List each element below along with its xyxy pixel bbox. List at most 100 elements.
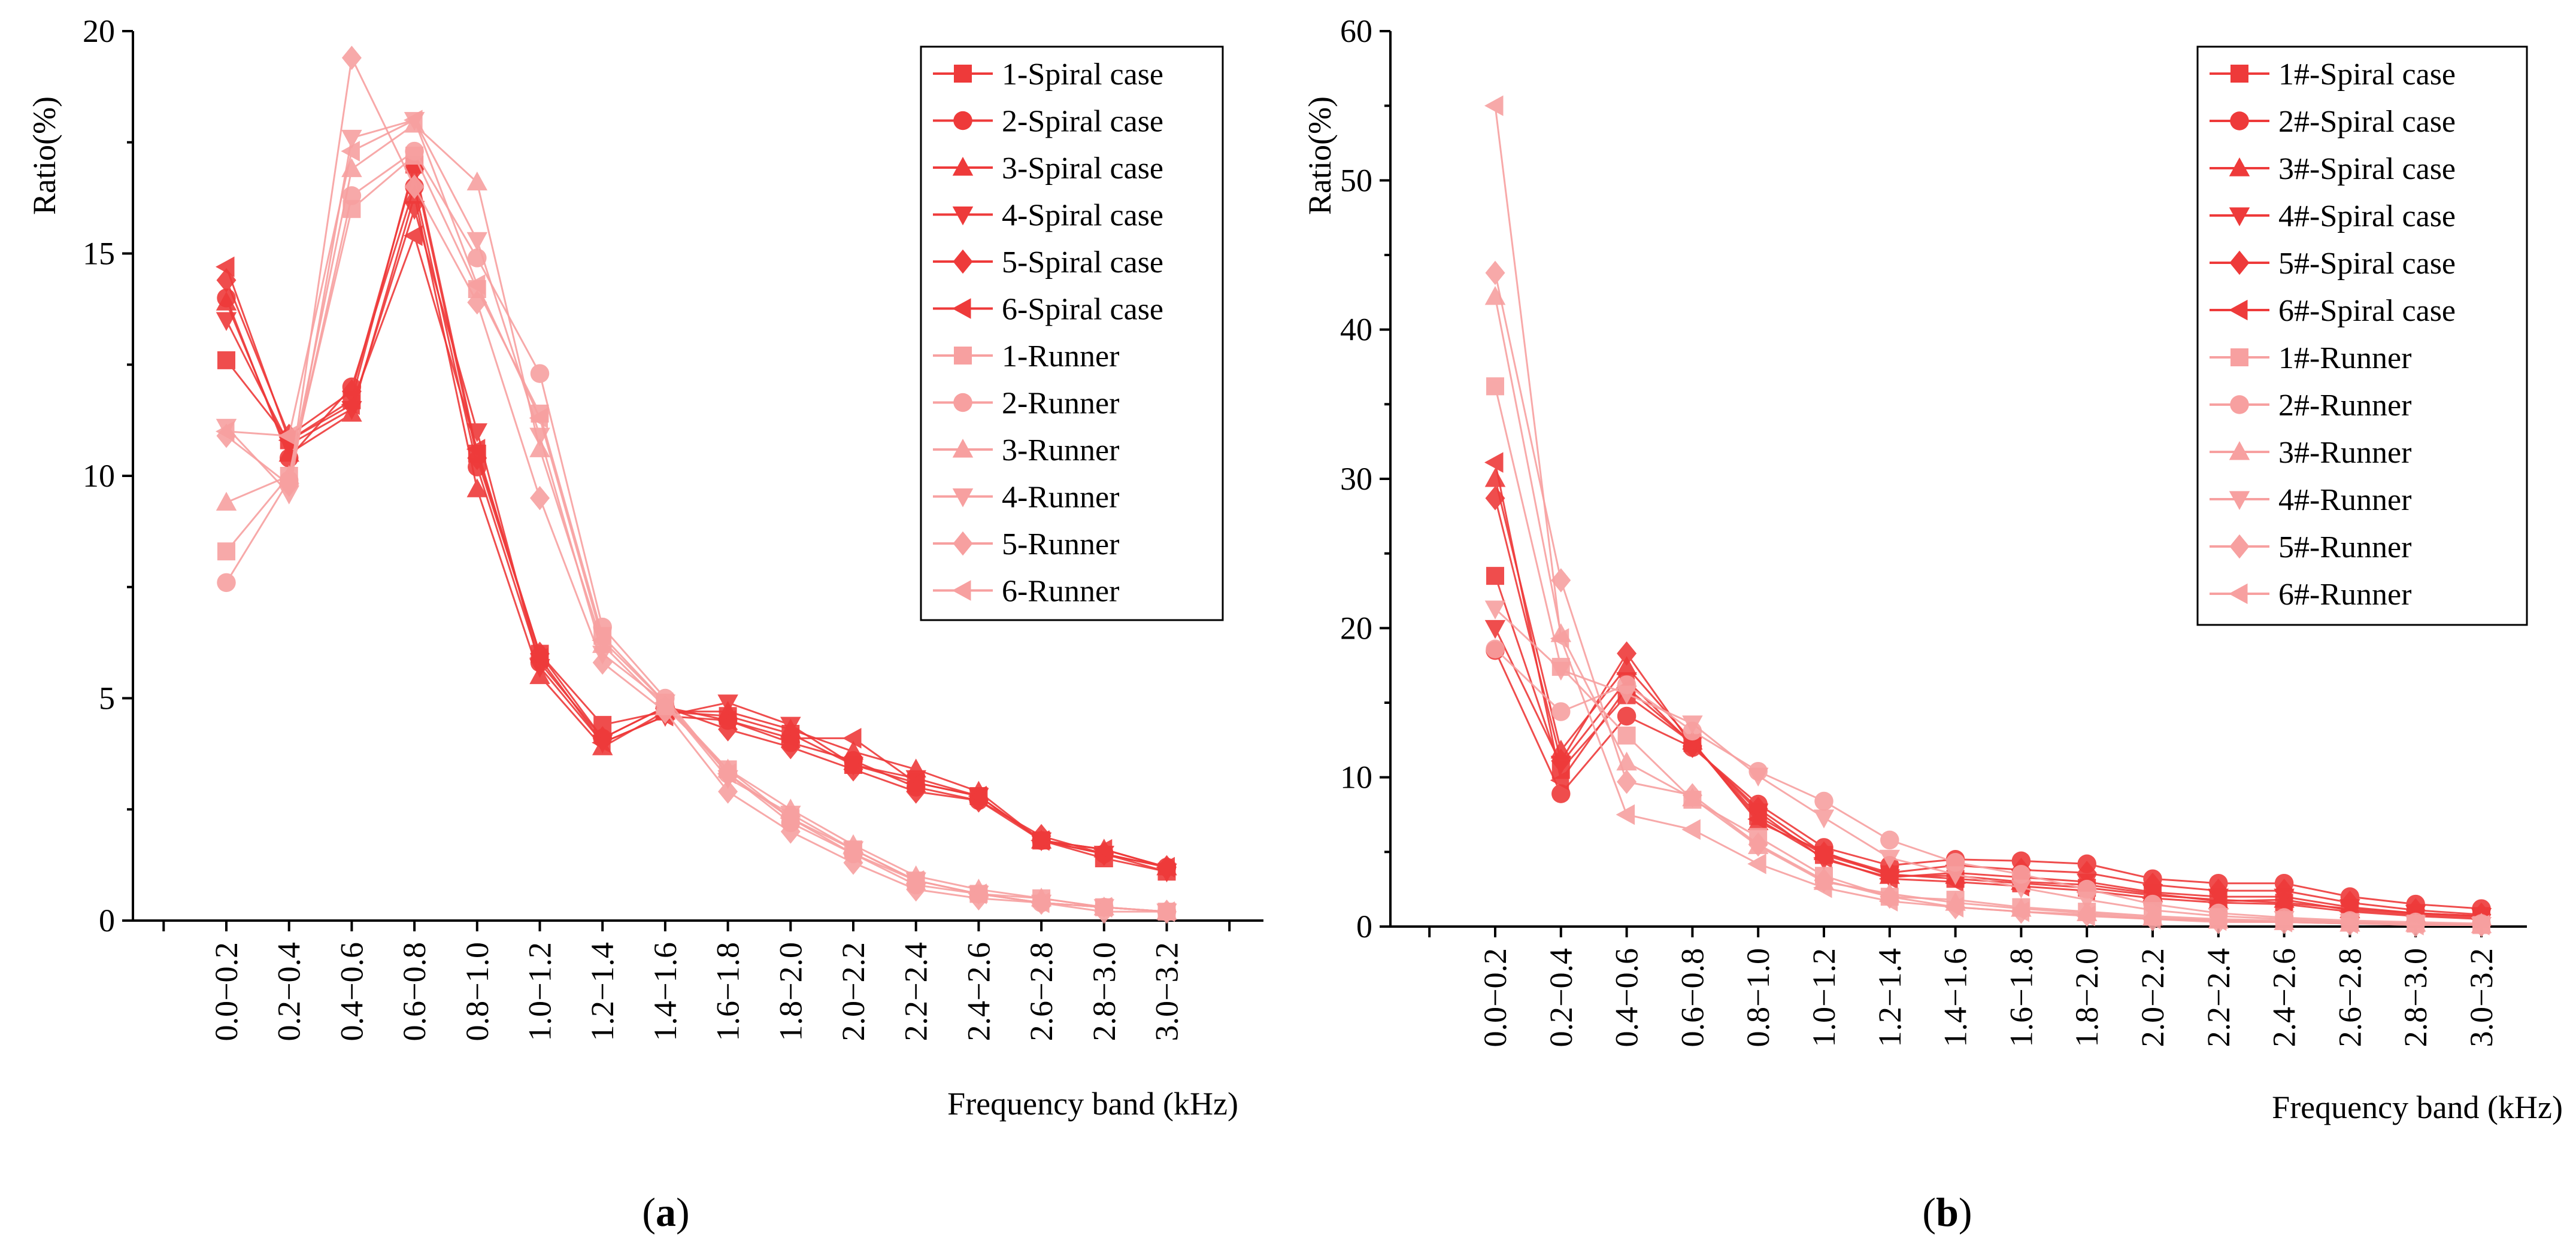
a-data-point <box>466 423 488 442</box>
a-data-point <box>1031 830 1050 851</box>
a-x-tick-label: 1.8−2.0 <box>772 942 808 1041</box>
b-data-point <box>1617 706 1636 726</box>
b-legend-marker <box>2229 157 2250 177</box>
b-legend-entry: 3#-Runner <box>2278 436 2411 470</box>
a-data-point <box>217 542 235 561</box>
a-legend-entry: 1-Spiral case <box>1002 57 1163 92</box>
a-data-point <box>404 201 425 220</box>
a-data-point <box>466 274 486 295</box>
b-data-point <box>2011 879 2032 899</box>
b-y-tick-label: 50 <box>1340 162 1372 198</box>
a-legend-entry: 1-Runner <box>1002 339 1119 373</box>
a-data-point <box>404 225 423 247</box>
a-y-tick-label: 10 <box>83 458 115 494</box>
b-legend-marker <box>2229 250 2250 275</box>
b-x-tick-label: 2.6−2.8 <box>2332 948 2368 1047</box>
a-data-point <box>341 45 362 70</box>
a-x-tick-label: 3.0−3.2 <box>1149 942 1185 1041</box>
b-x-tick-label: 1.6−1.8 <box>2003 948 2039 1047</box>
b-data-point <box>1550 770 1569 791</box>
a-x-tick-label: 1.0−1.2 <box>522 942 558 1041</box>
a-data-point <box>593 716 612 734</box>
b-data-point <box>1814 791 1833 811</box>
b-x-tick-label: 2.2−2.4 <box>2201 948 2236 1047</box>
a-data-point <box>466 439 486 460</box>
b-data-point <box>1616 685 1637 705</box>
a-legend-marker <box>953 531 973 556</box>
b-legend-entry: 1#-Spiral case <box>2278 57 2456 92</box>
a-data-point <box>592 732 611 754</box>
b-y-tick-label: 10 <box>1340 760 1372 795</box>
b-x-axis-title: Frequency band (kHz) <box>2272 1089 2563 1125</box>
a-legend-marker <box>953 249 973 274</box>
b-data-point <box>1747 767 1769 787</box>
a-data-point <box>466 478 488 497</box>
a-data-point <box>1031 892 1050 913</box>
a-x-tick-label: 1.2−1.4 <box>584 942 620 1041</box>
a-x-tick-label: 2.6−2.8 <box>1023 942 1059 1041</box>
a-data-point <box>216 312 237 331</box>
b-data-point <box>1551 568 1571 593</box>
a-x-tick-label: 0.4−0.6 <box>334 942 369 1041</box>
a-data-point <box>905 870 925 891</box>
a-data-point <box>530 364 550 383</box>
b-data-point <box>1747 809 1766 830</box>
b-y-tick-label: 0 <box>1356 909 1372 945</box>
a-data-point <box>780 728 799 749</box>
b-legend-entry: 2#-Spiral case <box>2278 105 2456 139</box>
a-data-point <box>842 843 862 864</box>
a-data-point <box>780 807 799 829</box>
b-legend-marker <box>2229 441 2250 460</box>
a-data-point <box>1156 901 1175 922</box>
a-legend-entry: 4-Spiral case <box>1002 199 1163 233</box>
b-x-tick-label: 0.6−0.8 <box>1674 948 1710 1047</box>
b-y-axis-title: Ratio(%) <box>1302 96 1338 215</box>
a-legend-entry: 2-Runner <box>1002 387 1119 421</box>
a-data-point <box>216 421 235 442</box>
a-data-point <box>592 630 611 651</box>
b-series-line <box>1494 478 2482 919</box>
b-data-point <box>1550 628 1569 649</box>
b-data-point <box>1617 641 1637 666</box>
a-x-tick-label: 0.0−0.2 <box>208 942 244 1041</box>
a-y-axis-title: Ratio(%) <box>26 96 62 215</box>
a-data-point <box>529 648 548 669</box>
a-data-point <box>592 650 613 675</box>
a-x-axis-title: Frequency band (kHz) <box>947 1086 1238 1122</box>
b-legend-entry: 5#-Spiral case <box>2278 247 2456 281</box>
a-legend-entry: 6-Runner <box>1002 575 1119 609</box>
b-legend-marker <box>2229 534 2250 559</box>
b-data-point <box>1484 95 1504 116</box>
b-series-line <box>1494 462 2482 921</box>
a-legend-box <box>920 45 1224 621</box>
a-data-point <box>217 573 236 593</box>
a-data-point <box>842 740 864 760</box>
a-data-point <box>341 394 360 415</box>
a-legend-entry: 6-Spiral case <box>1002 293 1163 327</box>
b-data-point <box>1486 377 1504 396</box>
b-data-point <box>1748 832 1768 857</box>
b-panel-label: (b) <box>1922 1189 1972 1235</box>
panel-a-chart: 0 5 10 15 20 0.0−0.2 0.2−0.4 0.4−0.6 0.6−0.8 0.8−… <box>26 13 1263 1235</box>
a-legend-marker <box>953 393 972 412</box>
b-data-point <box>2142 909 2161 930</box>
b-x-tick-label: 0.2−0.4 <box>1543 948 1579 1047</box>
a-series-12 <box>216 110 1175 922</box>
b-legend-marker <box>2230 395 2249 414</box>
b-data-point <box>2273 912 2293 933</box>
b-data-point <box>1484 620 1506 639</box>
b-x-tick-label: 3.0−3.2 <box>2463 948 2499 1047</box>
b-legend-marker <box>2230 111 2249 130</box>
b-data-point <box>2011 864 2031 884</box>
a-data-point <box>718 779 738 804</box>
a-legend-marker <box>952 439 974 458</box>
a-data-point <box>405 141 424 161</box>
a-x-tick-label: 2.2−2.4 <box>898 942 934 1041</box>
b-series-2 <box>1486 640 2491 918</box>
b-data-point <box>1616 804 1635 825</box>
b-data-point <box>1813 877 1832 898</box>
a-legend: 1-Spiral case 2-Spiral case 3-Spiral case 4… <box>920 45 1224 621</box>
a-data-point <box>717 763 737 785</box>
b-data-point <box>1486 639 1505 658</box>
